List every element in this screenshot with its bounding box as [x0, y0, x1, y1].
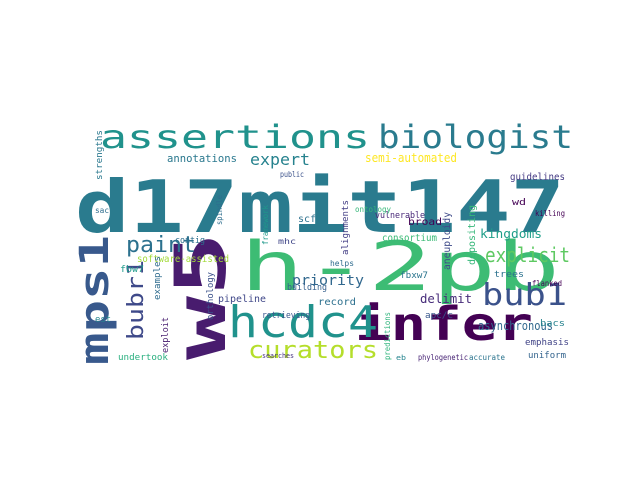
word-annotations: annotations [167, 152, 237, 165]
word-aneuploidy: aneuploidy [442, 212, 453, 270]
word-software-assisted: software-assisted [137, 254, 229, 265]
word-infer: infer [355, 297, 533, 351]
word-depositing: depositing [467, 205, 478, 265]
word-exploit: exploit [161, 317, 171, 353]
word-mps1: mps1 [72, 235, 118, 365]
word-kingdoms: kingdoms [480, 227, 542, 241]
word-vulnerable: vulnerable [375, 211, 425, 221]
word-fbxw7: fbxw7 [400, 271, 428, 281]
word-record: record [318, 297, 356, 308]
word-priority: priority [292, 273, 364, 289]
word-mhc: mhc [278, 237, 296, 246]
word-biologist: biologist [378, 118, 573, 156]
word-eb: eb [396, 354, 406, 362]
word-bubr1: bubr1 [124, 260, 149, 340]
word-broad: broad [408, 217, 442, 228]
word-curators: curators [248, 336, 378, 364]
word-w5: w5 [160, 232, 242, 360]
word-apc-c: apc/c [425, 311, 453, 321]
word-sac: sac [95, 206, 109, 215]
word-h-2pb: h-2pb [240, 228, 560, 307]
word-examples: examples [153, 256, 163, 300]
word-d17mit147: d17mit147 [75, 165, 565, 249]
word-orthology: orthology [206, 271, 216, 320]
word-explicit: explicit [485, 243, 570, 267]
word-fbw7: fbw7 [120, 265, 144, 275]
word-building: building [287, 283, 327, 293]
word-guidelines: guidelines [510, 172, 565, 183]
word-uniform: uniform [528, 351, 566, 361]
word-killing: killing [535, 209, 565, 218]
word-strengths: strengths [95, 130, 105, 180]
word-undertook: undertook [118, 353, 169, 363]
word-alignments: alignments [341, 200, 351, 255]
word-consortium: consortium [382, 233, 437, 244]
word-public: public [280, 170, 304, 179]
word-framework: framework [261, 205, 270, 245]
word-retrieving: retrieving [262, 311, 310, 321]
word-bub1: bub1 [482, 278, 567, 313]
word-flanked: flanked [532, 279, 562, 288]
word-paint: paint [126, 233, 196, 258]
word-spindle: spindle [215, 195, 224, 225]
word-contig: contig [175, 236, 205, 246]
word-accurate: accurate [469, 353, 505, 362]
word-predictions: predictions [383, 312, 392, 360]
word-helps: helps [330, 259, 354, 268]
word-emphasis: emphasis [525, 338, 569, 348]
word-searches: searches [262, 352, 294, 360]
word-est: est [95, 315, 111, 325]
word-phylogenetic: phylogenetic [418, 353, 468, 362]
word-bacs: bacs [540, 319, 565, 329]
word-semi-automated: semi-automated [365, 151, 457, 165]
word-expert: expert [250, 150, 310, 169]
word-wd: wd [512, 198, 526, 208]
word-asynchronous: asynchronous [478, 319, 553, 333]
word-pipeline: pipeline [218, 294, 266, 305]
word-ontology: ontology [355, 205, 391, 214]
word-trees: trees [494, 270, 524, 280]
word-scf: scf [298, 214, 316, 225]
word-assertions: assertions [100, 118, 370, 156]
word-delimit: delimit [420, 292, 472, 306]
word-hcdc4: hcdc4 [228, 297, 378, 348]
